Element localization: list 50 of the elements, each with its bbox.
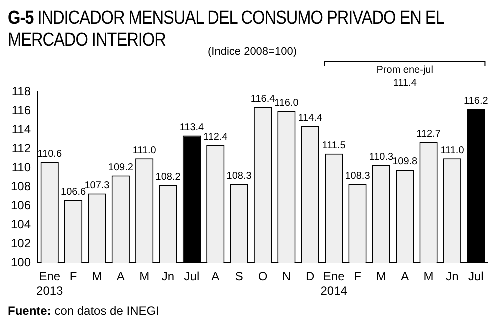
x-tick-label: A <box>116 270 125 284</box>
data-label: 112.4 <box>203 132 228 144</box>
data-label: 108.2 <box>156 172 182 183</box>
data-label: 113.4 <box>180 122 205 134</box>
text: Prom ene-jul 111.4 <box>376 64 434 89</box>
data-label: 114.4 <box>298 112 323 124</box>
data-label: 110.3 <box>369 152 394 163</box>
x-tick-label: F <box>70 270 78 284</box>
y-tick-label: 112 <box>12 141 32 156</box>
x-tick-label: Ene 2013 <box>36 270 64 298</box>
data-label: 111.5 <box>322 140 346 152</box>
x-tick-label: M <box>424 270 434 284</box>
y-tick-label: 100 <box>10 256 32 270</box>
x-tick-label: M <box>376 270 386 284</box>
y-tick-label: 114 <box>12 122 32 136</box>
y-tick-label: 102 <box>10 236 32 250</box>
x-tick-label: Jn <box>162 270 175 284</box>
x-tick-label: Ene 2014 <box>320 270 348 298</box>
x-tick-label: A <box>212 270 220 284</box>
data-label: 106.6 <box>61 187 86 198</box>
data-label: 112.7 <box>416 129 442 140</box>
data-label: 109.8 <box>392 156 418 168</box>
data-label: 116.2 <box>464 96 489 107</box>
data-label: 107.3 <box>84 180 110 192</box>
y-tick-label: 106 <box>10 198 32 212</box>
y-tick-label: 116 <box>12 103 32 118</box>
source-note: Fuente: con datos de INEGI <box>8 304 160 318</box>
data-label: 116.4 <box>250 94 276 105</box>
y-tick-label: 110 <box>12 160 32 174</box>
y-tick-label: 104 <box>10 217 32 232</box>
x-tick-label: Jul <box>468 270 484 284</box>
x-tick-label: N <box>282 270 292 284</box>
data-label: 116.0 <box>274 98 300 109</box>
x-tick-label: O <box>258 270 268 284</box>
data-label: 110.6 <box>38 149 62 160</box>
data-label: 109.2 <box>108 162 134 174</box>
x-tick-label: M <box>92 270 102 284</box>
data-label: 108.3 <box>226 171 252 182</box>
x-tick-label: D <box>306 270 316 284</box>
x-tick-label: M <box>140 270 150 284</box>
y-tick-label: 118 <box>12 84 32 98</box>
x-tick-label: Jn <box>446 270 459 284</box>
data-label: 111.0 <box>440 145 465 156</box>
x-tick-label: S <box>235 270 244 284</box>
data-label: 108.3 <box>345 171 371 182</box>
x-tick-label: Jul <box>184 270 200 284</box>
x-tick-label: F <box>354 270 362 284</box>
y-tick-label: 108 <box>10 179 32 194</box>
data-label: 111.0 <box>132 145 157 156</box>
x-tick-label: A <box>401 270 410 284</box>
